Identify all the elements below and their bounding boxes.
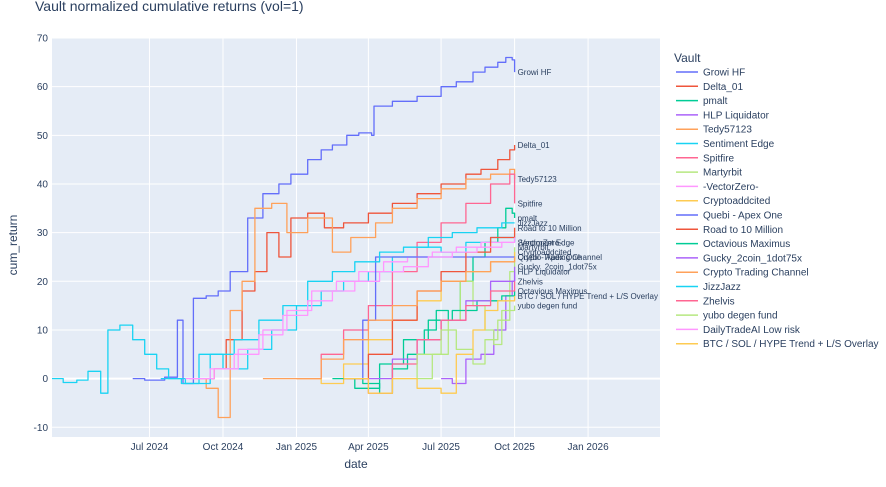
x-tick-label: Jul 2025 — [422, 442, 460, 453]
x-tick-label: Jan 2026 — [568, 442, 610, 453]
series-line[interactable] — [332, 291, 516, 389]
series-end-label: JizzJazz — [518, 219, 548, 228]
legend-item-label[interactable]: Cryptoaddcited — [703, 196, 770, 207]
y-tick-label: 10 — [37, 325, 49, 336]
series-line[interactable] — [262, 257, 516, 380]
x-tick-label: Jan 2025 — [276, 442, 318, 453]
series-end-label: Sentiment Edge — [518, 238, 575, 247]
y-tick-label: 0 — [42, 374, 48, 385]
series-end-label: Road to 10 Million — [518, 224, 582, 233]
series-end-label: BTC / SOL / HYPE Trend + L/S Overlay — [518, 292, 658, 301]
series-line[interactable] — [343, 295, 516, 394]
series-end-label: Spitfire — [518, 199, 543, 208]
legend-item-label[interactable]: Zhelvis — [703, 296, 735, 307]
series-end-label: Gucky_2coin_1dot75x — [518, 263, 597, 272]
x-tick-label: Oct 2025 — [494, 442, 535, 453]
legend-item-label[interactable]: Delta_01 — [703, 82, 743, 93]
y-tick-label: 60 — [37, 82, 49, 93]
legend-item-label[interactable]: Tedy57123 — [703, 125, 752, 136]
series-end-label: Delta_01 — [518, 141, 551, 150]
series-line[interactable] — [132, 56, 516, 385]
series-end-label: HLP Liquidator — [518, 268, 571, 277]
axes: -10 0 10 20 30 40 50 60 70 Jul 2024 Oct 2024 Jan 20… — [34, 34, 610, 454]
y-axis-title: cum_return — [6, 215, 20, 276]
series-end-label: Zhelvis — [518, 277, 543, 286]
y-tick-label: -10 — [34, 423, 49, 434]
series-end-label: Martyrbit — [518, 243, 550, 252]
legend-item-label[interactable]: JizzJazz — [703, 282, 741, 293]
series-line[interactable] — [199, 145, 516, 380]
legend-item-label[interactable]: Gucky_2coin_1dot75x — [703, 253, 802, 264]
legend-item-label[interactable]: Sentiment Edge — [703, 139, 775, 150]
series-end-label: pmalt — [518, 214, 538, 223]
series-end-label: Quebi - Apex One — [518, 253, 582, 262]
legend-item-label[interactable]: -VectorZero- — [703, 182, 759, 193]
legend-item-label[interactable]: Martyrbit — [703, 168, 742, 179]
y-tick-label: 40 — [37, 179, 49, 190]
x-tick-label: Apr 2025 — [348, 442, 389, 453]
legend-item-label[interactable]: DailyTradeAI Low risk — [703, 325, 801, 336]
legend-item-label[interactable]: yubo degen fund — [703, 311, 778, 322]
legend-item-label[interactable]: Crypto Trading Channel — [703, 268, 809, 279]
series-line[interactable] — [185, 237, 516, 380]
x-axis-title: date — [344, 457, 368, 471]
legend-item-label[interactable]: Growi HF — [703, 68, 745, 79]
legend-title: Vault — [674, 51, 701, 65]
series-lines[interactable] — [52, 56, 516, 419]
series-end-label: Octavious Maximus — [518, 287, 588, 296]
y-tick-label: 70 — [37, 34, 49, 45]
series-end-label: -VectorZero- — [518, 238, 563, 247]
series-end-label: Cryptoaddcited — [518, 248, 572, 257]
legend-item-label[interactable]: Octavious Maximus — [703, 239, 790, 250]
y-tick-label: 20 — [37, 277, 49, 288]
y-tick-label: 30 — [37, 228, 49, 239]
legend-item-label[interactable]: Road to 10 Million — [703, 225, 783, 236]
series-end-label: Crypto Trading Channel — [518, 253, 603, 262]
series-line[interactable] — [52, 222, 515, 394]
legend-item-label[interactable]: HLP Liquidator — [703, 110, 770, 121]
series-end-label: Growi HF — [518, 68, 552, 77]
series-line[interactable] — [392, 305, 516, 380]
legend-item-label[interactable]: BTC / SOL / HYPE Trend + L/S Overlay — [703, 339, 879, 350]
y-tick-label: 50 — [37, 131, 49, 142]
x-tick-label: Oct 2024 — [203, 442, 244, 453]
x-tick-label: Jul 2024 — [131, 442, 169, 453]
legend-item-label[interactable]: pmalt — [703, 96, 728, 107]
series-end-label: Tedy57123 — [518, 175, 558, 184]
series-line[interactable] — [189, 168, 516, 419]
legend-item-label[interactable]: Quebi - Apex One — [703, 211, 783, 222]
legend-item-label[interactable]: Spitfire — [703, 153, 735, 164]
series-end-label: yubo degen fund — [518, 302, 578, 311]
chart-title: Vault normalized cumulative returns (vol… — [35, 0, 304, 14]
